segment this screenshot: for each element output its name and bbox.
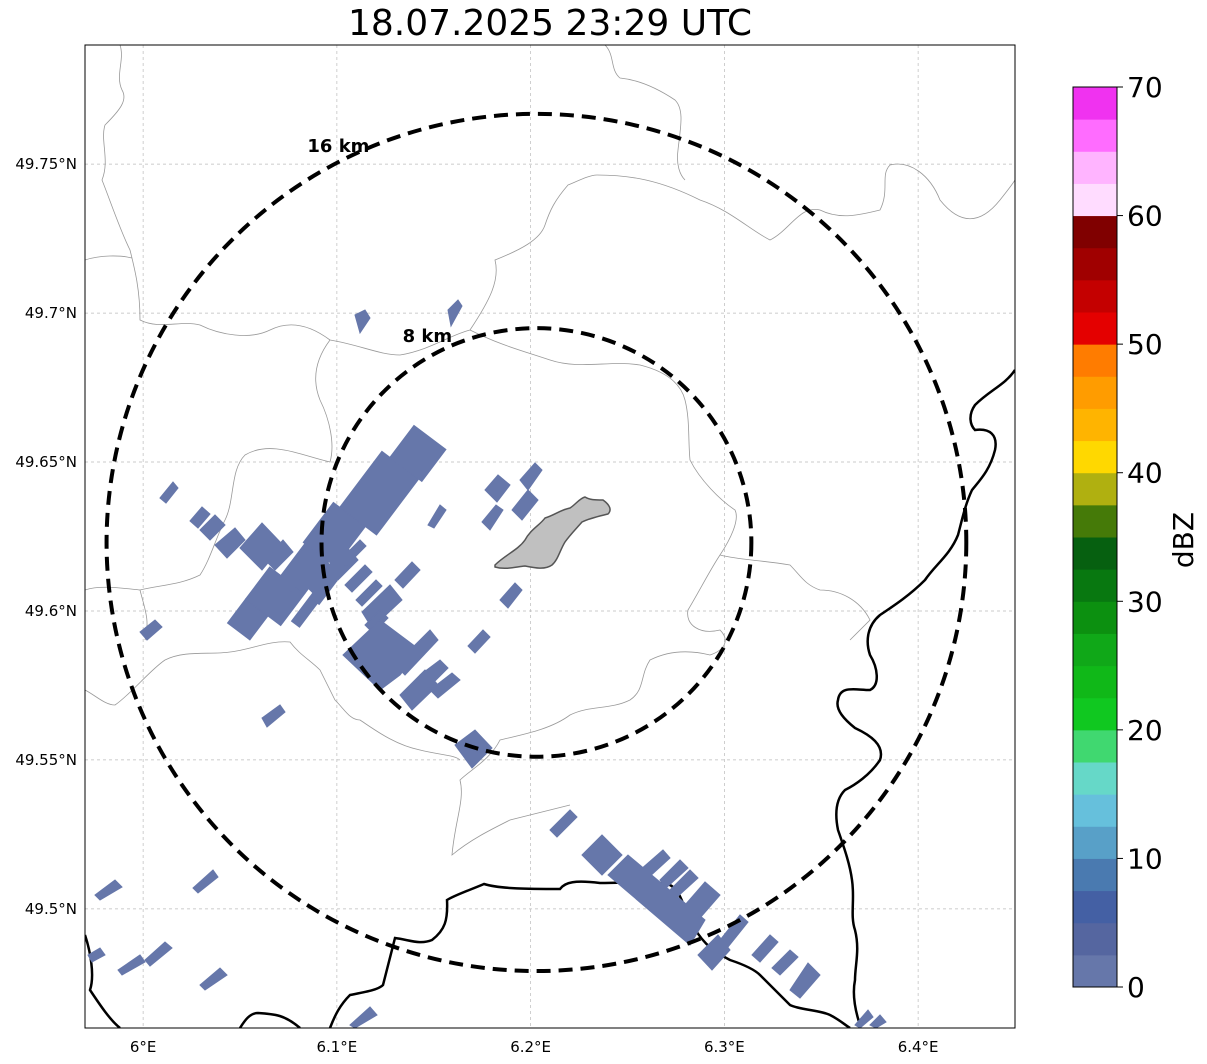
map-frame xyxy=(84,44,1016,1029)
lat-tick-label: 49.75°N xyxy=(15,155,77,173)
range-ring-16km xyxy=(104,111,969,974)
range-ring-label: 16 km xyxy=(307,136,369,157)
colorbar-tick-label: 0 xyxy=(1127,971,1145,1004)
colorbar-swatch xyxy=(1073,697,1117,731)
colorbar-swatch xyxy=(1073,279,1117,313)
colorbar-tick-label: 30 xyxy=(1127,585,1163,618)
colorbar-swatch xyxy=(1073,890,1117,924)
lon-tick-label: 6.2°E xyxy=(510,1038,551,1056)
colorbar-swatch xyxy=(1073,954,1117,988)
colorbar-swatch xyxy=(1073,151,1117,184)
city-area xyxy=(494,496,611,570)
colorbar-swatch xyxy=(1073,376,1117,409)
lat-tick-label: 49.55°N xyxy=(15,751,77,769)
colorbar-swatch xyxy=(1073,504,1117,538)
colorbar-swatch xyxy=(1073,440,1117,474)
colorbar-swatch xyxy=(1073,87,1117,120)
gridlines xyxy=(85,45,1015,1028)
range-rings: 8 km 16 km xyxy=(104,111,969,974)
colorbar-swatch xyxy=(1073,215,1117,249)
lat-tick-label: 49.7°N xyxy=(25,304,77,322)
colorbar-swatch xyxy=(1073,472,1117,506)
colorbar-swatch xyxy=(1073,729,1117,763)
colorbar-swatch xyxy=(1073,794,1117,827)
national-border xyxy=(85,369,1015,1028)
radar-echoes xyxy=(87,299,887,1028)
chart-title: 18.07.2025 23:29 UTC xyxy=(347,3,753,44)
lon-tick-label: 6.4°E xyxy=(898,1038,939,1056)
colorbar-swatch xyxy=(1073,826,1117,859)
colorbar-swatch xyxy=(1073,633,1117,667)
lon-tick-label: 6°E xyxy=(130,1038,157,1056)
colorbar-swatch xyxy=(1073,312,1117,345)
range-ring-label: 8 km xyxy=(403,326,453,347)
lat-tick-label: 49.5°N xyxy=(25,900,77,918)
colorbar-label: dBZ xyxy=(1167,512,1200,568)
colorbar-tick-label: 40 xyxy=(1127,457,1163,490)
colorbar-frame xyxy=(1072,86,1118,988)
colorbar-tick-label: 60 xyxy=(1127,200,1163,233)
colorbar-swatch xyxy=(1073,922,1117,956)
colorbar-swatch xyxy=(1073,344,1117,377)
lon-tick-label: 6.3°E xyxy=(704,1038,745,1056)
lat-tick-label: 49.6°N xyxy=(25,602,77,620)
colorbar-swatch xyxy=(1073,408,1117,442)
colorbar-tick-label: 70 xyxy=(1127,71,1163,104)
colorbar: 0 10 20 30 40 50 60 70 dBZ xyxy=(1072,71,1200,1004)
axis-ticks: 6°E 6.1°E 6.2°E 6.3°E 6.4°E 49.5°N 49.55°N 49.6… xyxy=(15,155,938,1056)
colorbar-swatch xyxy=(1073,537,1117,570)
colorbar-swatch xyxy=(1073,569,1117,602)
admin-boundaries xyxy=(85,45,1015,856)
lon-tick-label: 6.1°E xyxy=(316,1038,357,1056)
lat-tick-label: 49.65°N xyxy=(15,453,77,471)
colorbar-swatch xyxy=(1073,665,1117,699)
colorbar-tick-label: 20 xyxy=(1127,714,1163,747)
colorbar-swatch xyxy=(1073,183,1117,217)
colorbar-swatch xyxy=(1073,601,1117,634)
colorbar-swatch xyxy=(1073,119,1117,152)
colorbar-swatch xyxy=(1073,762,1117,795)
range-ring-8km xyxy=(319,326,754,759)
colorbar-swatch xyxy=(1073,247,1117,281)
colorbar-tick-label: 10 xyxy=(1127,842,1163,875)
colorbar-tick-label: 50 xyxy=(1127,328,1163,361)
colorbar-swatch xyxy=(1073,858,1117,892)
